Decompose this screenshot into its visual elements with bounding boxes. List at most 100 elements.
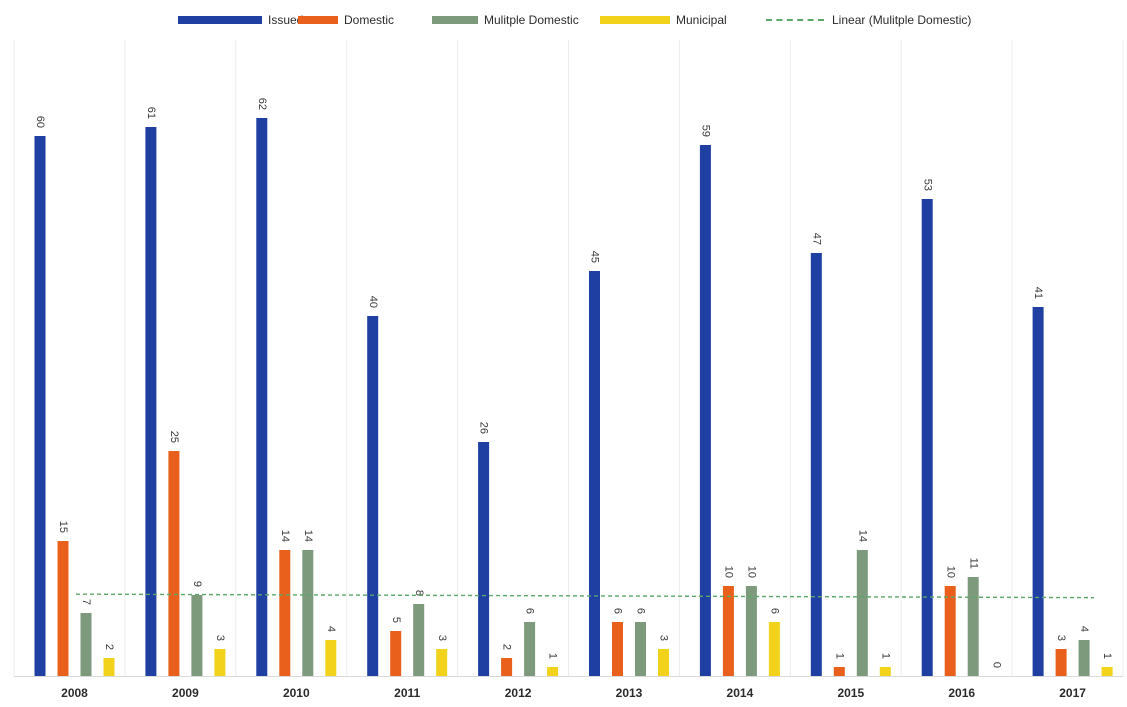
data-label-domestic: 3 [1055, 635, 1067, 641]
data-label-mulitple-domestic: 14 [302, 530, 314, 542]
data-label-domestic: 15 [57, 521, 69, 533]
legend-item: Issued [178, 12, 303, 28]
data-label-domestic: 14 [279, 530, 291, 542]
bar-mulitple-domestic [856, 550, 868, 676]
data-label-issued: 61 [145, 107, 157, 119]
data-label-issued: 26 [478, 422, 490, 434]
legend-swatch [178, 16, 262, 24]
bar-municipal [103, 658, 115, 676]
data-label-domestic: 10 [722, 566, 734, 578]
data-label-issued: 53 [921, 179, 933, 191]
data-label-mulitple-domestic: 7 [80, 599, 92, 605]
x-tick-label: 2013 [616, 686, 643, 700]
bar-municipal [768, 622, 780, 676]
data-label-mulitple-domestic: 6 [635, 608, 647, 614]
legend-label: Linear (Mulitple Domestic) [832, 13, 972, 27]
bar-domestic [390, 631, 402, 676]
bar-issued [589, 271, 600, 676]
bar-mulitple-domestic [967, 577, 979, 676]
data-label-issued: 62 [256, 98, 268, 110]
data-label-issued: 47 [810, 233, 822, 245]
x-tick-label: 2017 [1059, 686, 1086, 700]
legend-label: Municipal [676, 13, 727, 27]
bar-mulitple-domestic [191, 595, 203, 676]
bar-domestic [722, 586, 734, 676]
chart-legend: Issued Domestic Mulitple Domestic Municipal… [0, 6, 1127, 34]
data-label-municipal: 1 [879, 653, 891, 659]
x-tick-label: 2015 [837, 686, 864, 700]
bar-issued [256, 118, 268, 676]
data-label-mulitple-domestic: 9 [191, 581, 203, 587]
data-label-municipal: 3 [214, 635, 226, 641]
x-tick-label: 2010 [283, 686, 310, 700]
data-label-municipal: 6 [768, 608, 780, 614]
bar-domestic [57, 541, 69, 676]
legend-label: Domestic [344, 13, 395, 27]
trendline-mulitple-domestic [75, 593, 1095, 599]
bar-mulitple-domestic [413, 604, 425, 676]
bar-mulitple-domestic [745, 586, 757, 676]
data-label-mulitple-domestic: 14 [856, 530, 868, 542]
data-label-municipal: 4 [325, 626, 337, 632]
data-label-domestic: 6 [612, 608, 624, 614]
x-tick-label: 2008 [61, 686, 88, 700]
legend-item: Domestic [298, 12, 394, 28]
bar-municipal [658, 649, 669, 676]
data-label-issued: 45 [589, 251, 601, 263]
data-label-issued: 59 [699, 125, 711, 137]
legend-dash [766, 19, 824, 21]
bar-mulitple-domestic [1078, 640, 1090, 676]
data-label-municipal: 2 [103, 644, 115, 650]
data-label-domestic: 1 [833, 653, 845, 659]
data-label-issued: 40 [367, 296, 379, 308]
bar-domestic [612, 622, 623, 676]
bar-domestic [279, 550, 291, 676]
x-tick-label: 2011 [394, 686, 420, 700]
data-label-municipal: 0 [990, 662, 1002, 668]
bar-issued [478, 442, 490, 676]
data-label-municipal: 3 [658, 635, 670, 641]
bar-domestic [1055, 649, 1067, 676]
bar-municipal [325, 640, 337, 676]
bar-municipal [436, 649, 448, 676]
data-label-municipal: 1 [1101, 653, 1113, 659]
bar-municipal [214, 649, 226, 676]
data-label-municipal: 3 [436, 635, 448, 641]
data-label-domestic: 25 [168, 431, 180, 443]
bar-domestic [944, 586, 956, 676]
bar-domestic [168, 451, 180, 676]
x-tick-label: 2014 [727, 686, 754, 700]
bar-mulitple-domestic [524, 622, 536, 676]
bar-domestic [501, 658, 513, 676]
data-label-domestic: 2 [501, 644, 513, 650]
data-label-mulitple-domestic: 4 [1078, 626, 1090, 632]
bar-issued [34, 136, 46, 676]
legend-swatch [432, 16, 478, 24]
legend-swatch [298, 16, 338, 24]
data-label-mulitple-domestic: 8 [413, 590, 425, 596]
data-label-mulitple-domestic: 6 [524, 608, 536, 614]
legend-swatch [600, 16, 670, 24]
legend-item-trendline: Linear (Mulitple Domestic) [766, 12, 971, 28]
bar-mulitple-domestic [80, 613, 92, 676]
bar-issued [699, 145, 711, 676]
bar-mulitple-domestic [302, 550, 314, 676]
data-label-issued: 41 [1032, 287, 1044, 299]
data-label-mulitple-domestic: 10 [745, 566, 757, 578]
bar-mulitple-domestic [635, 622, 646, 676]
data-label-mulitple-domestic: 11 [967, 558, 979, 569]
legend-item: Municipal [600, 12, 727, 28]
legend-label: Mulitple Domestic [484, 13, 579, 27]
bar-issued [921, 199, 933, 676]
bar-issued [1032, 307, 1044, 676]
bar-municipal [547, 667, 559, 676]
x-tick-label: 2012 [505, 686, 532, 700]
bar-issued [810, 253, 822, 676]
x-tick-label: 2009 [172, 686, 199, 700]
data-label-domestic: 10 [944, 566, 956, 578]
legend-item: Mulitple Domestic [432, 12, 579, 28]
data-label-issued: 60 [34, 116, 46, 128]
bar-issued [145, 127, 157, 676]
bar-municipal [879, 667, 891, 676]
